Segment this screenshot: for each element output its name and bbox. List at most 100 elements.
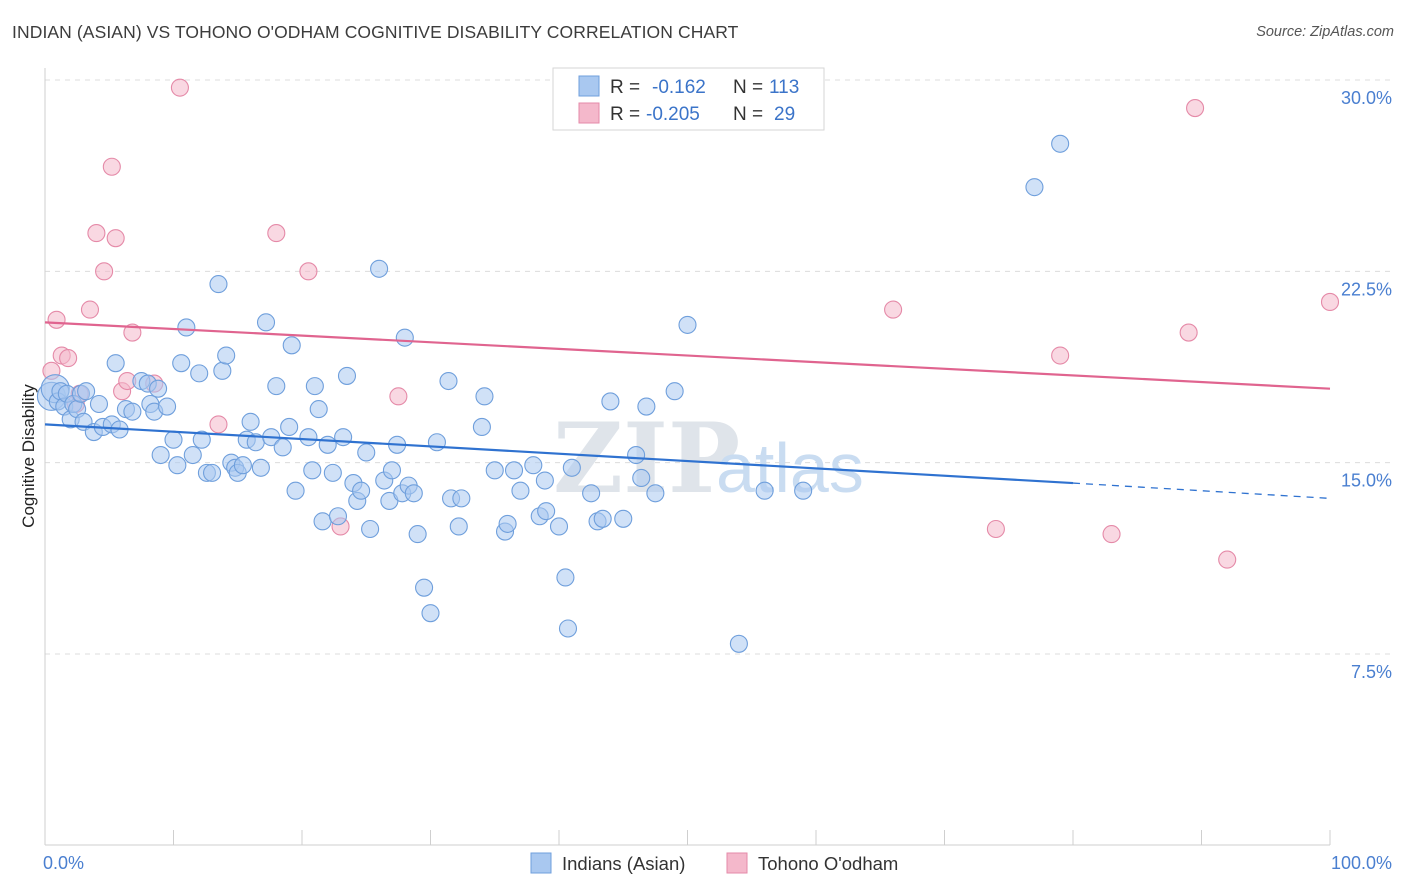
indians-point-31: [183, 445, 202, 465]
indians-point-51: [280, 417, 299, 437]
tohono-point-15: [170, 78, 189, 97]
indians-point-110: [665, 382, 684, 401]
indians-point-86: [472, 417, 491, 437]
indians-point-19: [123, 402, 142, 421]
tohono-point-23: [1051, 346, 1070, 365]
tohono-point-21: [884, 300, 903, 319]
indians-point-82: [439, 371, 458, 391]
indians-point-105: [614, 509, 633, 528]
indians-point-69: [370, 259, 389, 278]
indians-point-54: [299, 428, 318, 447]
indians-point-56: [305, 377, 324, 396]
tohono-point-9: [102, 157, 121, 176]
legend-n-label-blue: N =: [733, 77, 763, 98]
indians-point-80: [421, 604, 440, 623]
y-axis-label: Cognitive Disability: [19, 384, 38, 528]
indians-point-109: [646, 484, 665, 503]
gridlines: [45, 79, 1392, 655]
legend-r-label-blue: R =: [610, 77, 640, 98]
indians-point-29: [172, 354, 191, 373]
indians-point-91: [504, 461, 524, 480]
tohono-point-16: [209, 415, 228, 434]
indians-point-38: [217, 346, 236, 365]
indians-point-13: [89, 394, 109, 414]
series-indians-asian-points: [36, 134, 1070, 653]
source-credit: Source: ZipAtlas.com: [1256, 24, 1394, 40]
indians-point-93: [524, 456, 543, 475]
indians-point-30: [177, 318, 196, 337]
indians-point-57: [309, 400, 328, 419]
indians-point-72: [382, 461, 402, 480]
watermark: ZIP atlas: [553, 402, 864, 515]
indians-point-75: [395, 328, 414, 347]
legend-n-value-pink: 29: [774, 104, 795, 125]
indians-point-28: [168, 456, 187, 475]
indians-point-11: [77, 382, 96, 401]
indians-point-50: [273, 438, 292, 457]
legend-swatch-blue: [578, 75, 600, 97]
y-tick-label-3: 30.0%: [1341, 88, 1392, 108]
tohono-point-20: [389, 387, 408, 406]
legend-r-value-pink: -0.205: [646, 104, 700, 125]
tohono-point-13: [123, 323, 142, 342]
indians-point-95: [535, 471, 554, 490]
indians-point-99: [558, 619, 578, 638]
indians-point-24: [149, 379, 168, 398]
indians-point-55: [303, 461, 322, 480]
legend-n-value-blue: 113: [769, 77, 799, 98]
indians-point-26: [158, 397, 177, 416]
x-tick-label-1: 100.0%: [1331, 853, 1392, 873]
indians-point-96: [537, 502, 556, 521]
indians-point-77: [404, 484, 423, 503]
legend-n-label-pink: N =: [733, 104, 763, 125]
indians-point-111: [678, 315, 697, 334]
bottom-legend: Indians (Asian) Tohono O'odham: [530, 852, 898, 874]
indians-point-108: [637, 397, 656, 416]
indians-point-60: [323, 463, 342, 482]
indians-point-68: [361, 519, 380, 539]
indians-point-115: [1025, 178, 1044, 197]
indians-point-92: [511, 481, 530, 500]
tohono-point-22: [986, 519, 1005, 539]
tohono-point-7: [87, 224, 106, 243]
indians-point-53: [286, 481, 305, 500]
legend-r-label-pink: R =: [610, 104, 640, 125]
chart-title: INDIAN (ASIAN) VS TOHONO O'ODHAM COGNITI…: [12, 22, 739, 42]
indians-point-27: [164, 430, 183, 449]
stats-legend: R = -0.162 N = 113 R = -0.205 N = 29: [552, 67, 825, 131]
tohono-point-1: [47, 310, 66, 329]
indians-point-35: [203, 463, 222, 482]
tohono-point-24: [1102, 525, 1121, 544]
bottom-legend-swatch-pink: [726, 852, 748, 874]
indians-point-37: [213, 361, 232, 380]
indians-point-101: [582, 484, 601, 503]
indians-point-47: [256, 313, 276, 332]
indians-point-79: [415, 578, 434, 597]
indians-point-113: [755, 481, 774, 500]
legend-swatch-pink: [578, 102, 600, 124]
bottom-legend-label-blue: Indians (Asian): [562, 853, 685, 874]
x-tick-label-0: 0.0%: [43, 853, 84, 873]
indians-trend-extension: [1072, 482, 1331, 500]
indians-point-16: [106, 354, 125, 373]
tohono-point-26: [1186, 99, 1205, 118]
tohono-point-6: [80, 300, 100, 319]
indians-point-107: [632, 468, 651, 488]
indians-point-85: [452, 489, 471, 508]
x-tick-labels: 0.0% 100.0%: [43, 853, 1392, 873]
indians-point-32: [190, 364, 209, 383]
tohono-point-18: [299, 262, 318, 281]
indians-point-100: [562, 458, 581, 477]
tohono-point-3: [59, 349, 78, 368]
indians-point-46: [251, 458, 270, 477]
indians-point-106: [627, 445, 646, 465]
y-tick-label-0: 7.5%: [1351, 662, 1392, 682]
tohono-point-8: [95, 262, 114, 281]
tohono-trend-line: [44, 321, 1331, 390]
indians-point-36: [209, 275, 228, 294]
indians-point-87: [475, 387, 494, 406]
indians-point-44: [241, 412, 260, 431]
indians-point-63: [337, 366, 357, 385]
trend-lines: [44, 321, 1331, 500]
